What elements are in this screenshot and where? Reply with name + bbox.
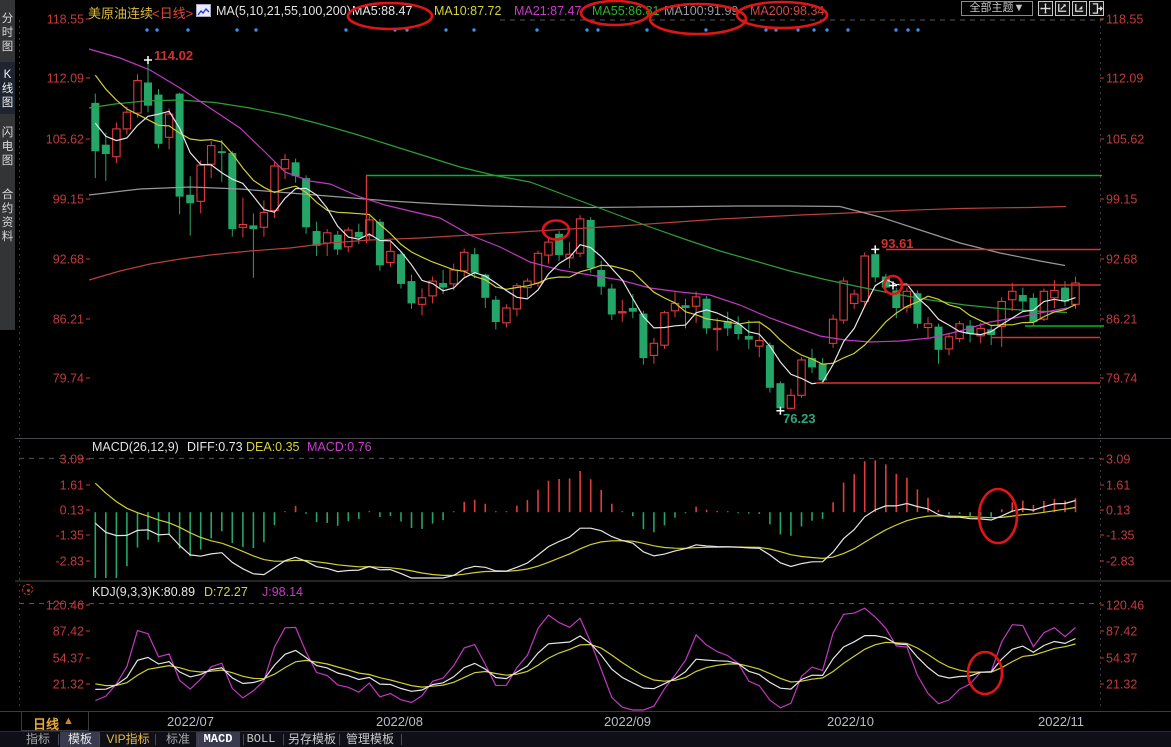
svg-text:79.74: 79.74 xyxy=(1106,372,1137,386)
svg-text:-2.83: -2.83 xyxy=(56,555,85,569)
svg-text:-2.83: -2.83 xyxy=(1106,555,1135,569)
svg-text:87.42: 87.42 xyxy=(1106,625,1137,639)
svg-text:21.32: 21.32 xyxy=(53,678,84,692)
svg-text:92.68: 92.68 xyxy=(1106,253,1137,267)
svg-text:120.46: 120.46 xyxy=(1106,599,1144,613)
svg-text:0.13: 0.13 xyxy=(60,504,84,518)
svg-text:76.23: 76.23 xyxy=(783,411,816,426)
svg-text:1.61: 1.61 xyxy=(60,479,84,493)
svg-text:3.09: 3.09 xyxy=(60,453,84,467)
svg-text:54.37: 54.37 xyxy=(1106,652,1137,666)
svg-text:99.15: 99.15 xyxy=(1106,193,1137,207)
svg-text:-1.35: -1.35 xyxy=(1106,529,1135,543)
svg-text:112.09: 112.09 xyxy=(47,72,84,86)
svg-text:93.61: 93.61 xyxy=(881,236,914,251)
svg-text:86.21: 86.21 xyxy=(1106,313,1137,327)
svg-text:1.61: 1.61 xyxy=(1106,479,1130,493)
svg-text:-1.35: -1.35 xyxy=(56,529,85,543)
svg-text:54.37: 54.37 xyxy=(53,652,84,666)
svg-text:114.02: 114.02 xyxy=(154,48,193,63)
svg-text:99.15: 99.15 xyxy=(53,193,84,207)
svg-text:92.68: 92.68 xyxy=(53,253,84,267)
svg-text:105.62: 105.62 xyxy=(1106,133,1144,147)
svg-text:0.13: 0.13 xyxy=(1106,504,1130,518)
svg-text:118.55: 118.55 xyxy=(1106,13,1143,27)
svg-text:87.42: 87.42 xyxy=(53,625,84,639)
svg-text:105.62: 105.62 xyxy=(46,133,84,147)
svg-text:118.55: 118.55 xyxy=(47,13,84,27)
svg-text:86.21: 86.21 xyxy=(53,313,84,327)
svg-text:21.32: 21.32 xyxy=(1106,678,1137,692)
svg-text:79.74: 79.74 xyxy=(53,372,84,386)
svg-text:112.09: 112.09 xyxy=(1106,72,1143,86)
svg-text:3.09: 3.09 xyxy=(1106,453,1130,467)
svg-text:120.46: 120.46 xyxy=(46,599,84,613)
